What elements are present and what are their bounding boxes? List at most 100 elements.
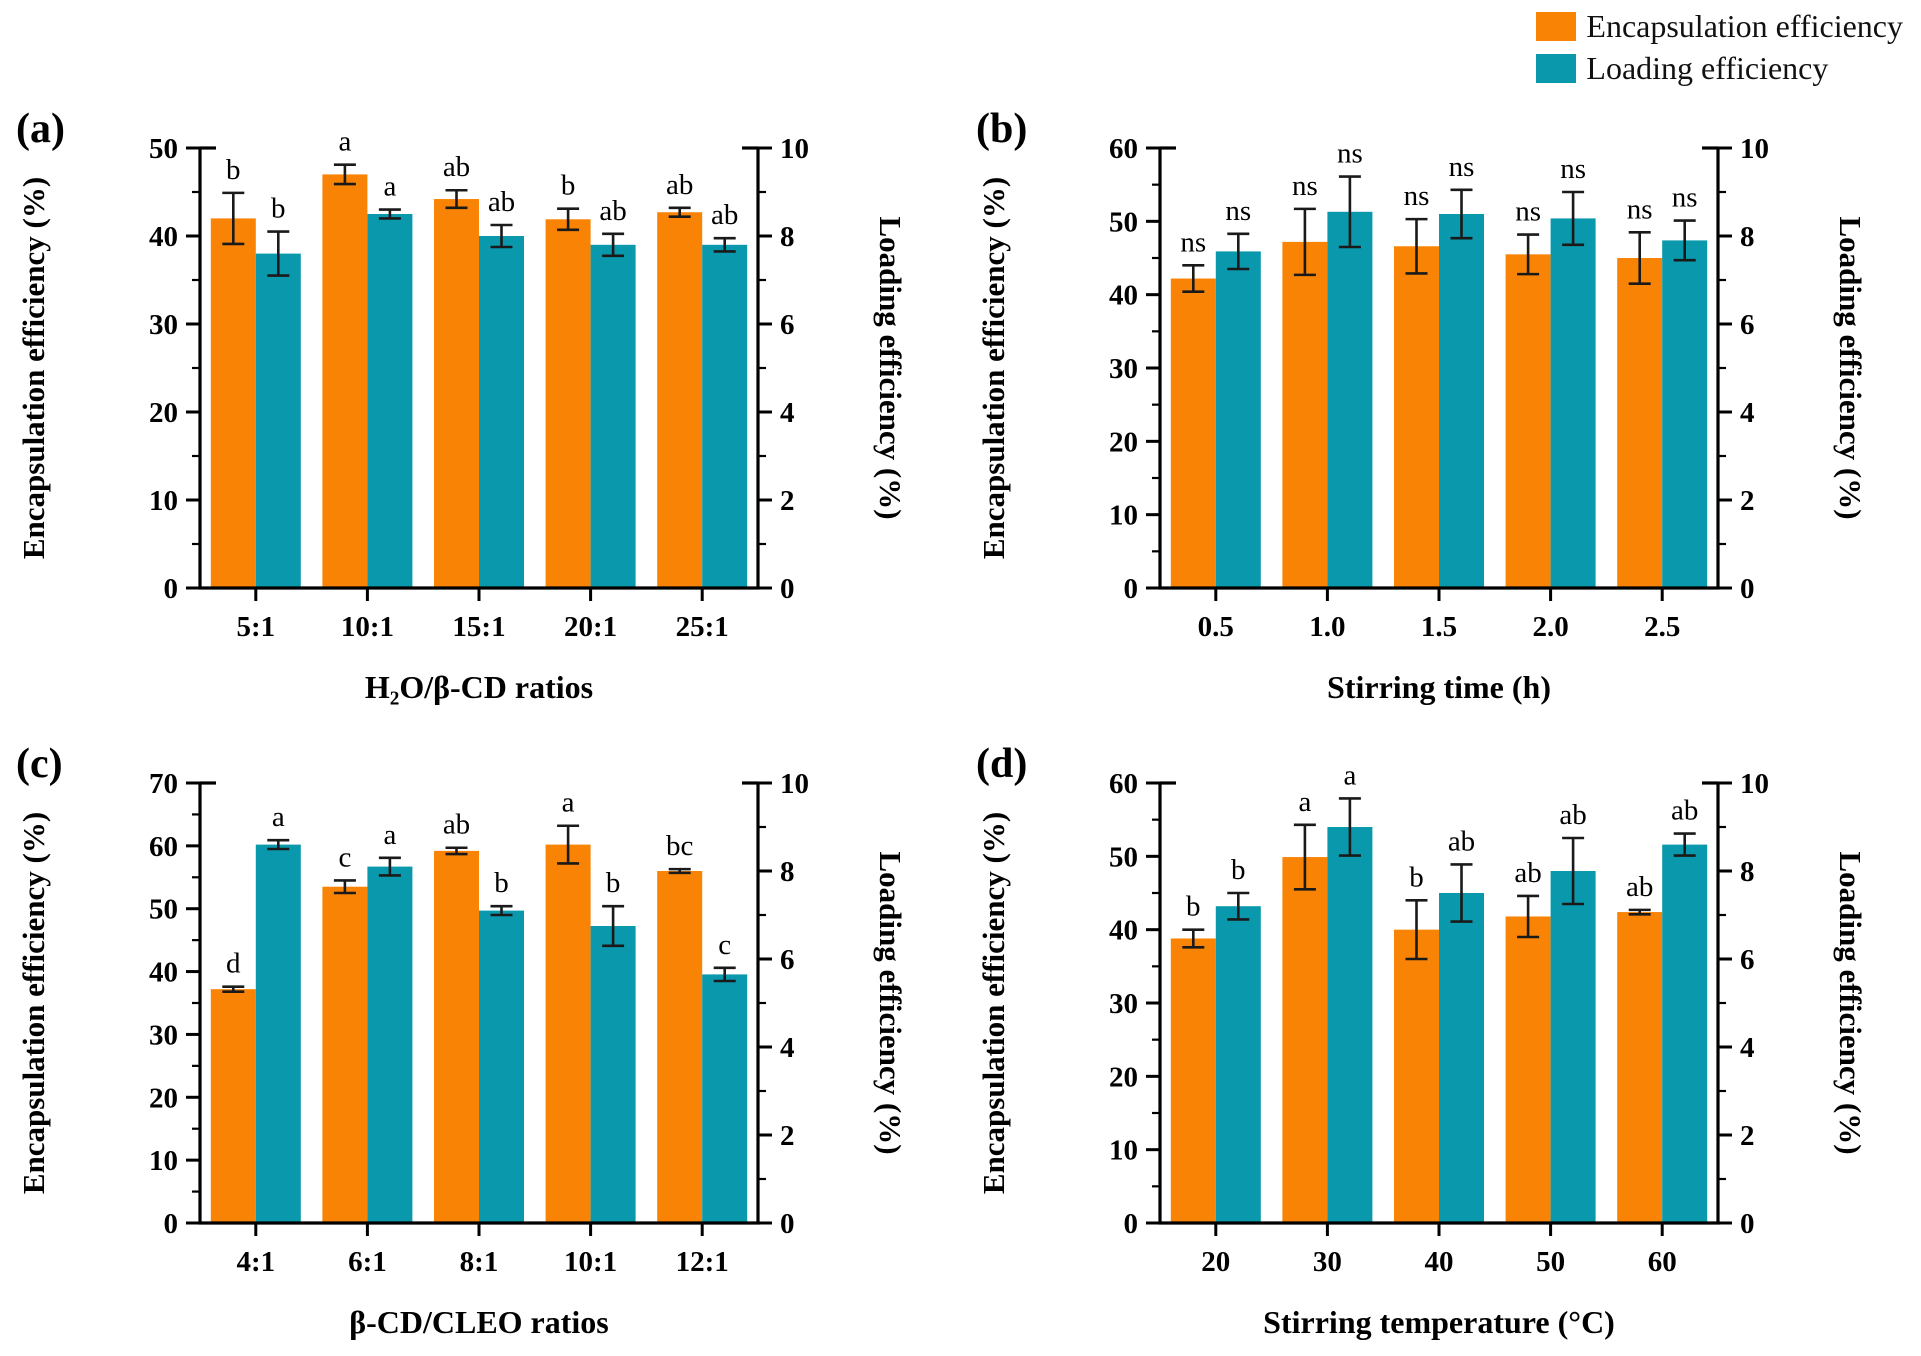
x-axis-tick-label: 30 [1313, 1246, 1342, 1278]
significance-label: ab [1514, 857, 1541, 889]
right-axis-tick-label: 0 [1740, 1208, 1755, 1240]
right-axis-tick-label: 2 [780, 1120, 795, 1152]
left-axis-tick-label: 40 [149, 221, 178, 253]
encapsulation-bar [434, 199, 479, 588]
panel-letter: (a) [16, 106, 65, 152]
loading-bar [1215, 906, 1261, 1223]
left-axis-tick-label: 40 [1109, 915, 1138, 947]
right-axis-tick-label: 2 [1740, 485, 1755, 517]
significance-label: ns [1180, 226, 1206, 258]
left-axis-title: Encapsulation efficiency (%) [976, 812, 1011, 1194]
significance-label: bc [666, 830, 693, 862]
x-axis-tick-label: 2.0 [1532, 611, 1568, 643]
left-axis-tick-label: 60 [1109, 768, 1138, 800]
loading-bar [1439, 214, 1484, 588]
significance-label: a [383, 171, 396, 203]
loading-bar [1327, 827, 1373, 1223]
loading-bar [702, 974, 748, 1223]
panel-letter: (b) [976, 106, 1027, 152]
encapsulation-bar [210, 989, 256, 1223]
left-axis-tick-label: 10 [149, 1145, 178, 1177]
encapsulation-bar [1282, 241, 1328, 588]
right-axis-tick-label: 4 [1740, 397, 1755, 429]
significance-label: ns [1292, 170, 1318, 202]
left-axis-title: Encapsulation efficiency (%) [976, 177, 1011, 559]
significance-label: b [1409, 861, 1424, 893]
significance-label: ab [599, 195, 626, 227]
panel-letter: (d) [976, 741, 1027, 787]
significance-label: b [226, 154, 241, 186]
right-axis-tick-label: 4 [780, 397, 795, 429]
loading-bar [479, 236, 524, 588]
significance-label: ns [1225, 195, 1251, 227]
legend-label-encapsulation: Encapsulation efficiency [1586, 8, 1903, 44]
significance-label: ns [1672, 182, 1698, 214]
x-axis-tick-label: 10:1 [341, 611, 394, 643]
x-axis-tick-label: 12:1 [676, 1246, 729, 1278]
left-axis-title: Encapsulation efficiency (%) [16, 177, 51, 559]
panel-c-chart: (c) d c ab a bc a a b b c 0 10 20 30 40 50 60 70 0 2 4 6 8 10 4:1… [0, 721, 960, 1356]
x-axis-tick-label: 4:1 [236, 1246, 275, 1278]
right-axis-tick-label: 2 [1740, 1120, 1755, 1152]
left-axis-tick-label: 60 [149, 831, 178, 863]
significance-label: ab [1559, 799, 1586, 831]
encapsulation-bar [657, 212, 703, 588]
encapsulation-bar [322, 174, 368, 588]
left-axis-tick-label: 50 [149, 133, 178, 165]
right-axis-tick-label: 0 [780, 573, 795, 605]
significance-label: a [272, 801, 285, 833]
right-axis-tick-label: 6 [1740, 944, 1755, 976]
significance-label: b [1231, 854, 1246, 886]
left-axis-tick-label: 10 [149, 485, 178, 517]
significance-label: ns [1627, 193, 1653, 225]
panel-d-chart: (d) b a b ab ab b a ab ab ab 0 10 20 30 40 50 60 0 2 4 6 8 10 20… [960, 721, 1920, 1356]
x-axis-tick-label: 0.5 [1198, 611, 1234, 643]
right-axis-tick-label: 10 [1740, 768, 1769, 800]
encapsulation-bar [657, 871, 703, 1223]
significance-label: ab [1448, 825, 1475, 857]
x-axis-tick-label: 1.5 [1421, 611, 1457, 643]
left-axis-tick-label: 10 [1109, 500, 1138, 532]
left-axis-tick-label: 50 [1109, 206, 1138, 238]
encapsulation-bar [1617, 912, 1663, 1223]
significance-label: c [718, 929, 731, 961]
left-axis-tick-label: 0 [164, 1208, 179, 1240]
loading-bar [367, 866, 413, 1223]
loading-bar [1662, 240, 1708, 588]
left-axis-tick-label: 0 [1124, 573, 1139, 605]
right-axis-tick-label: 6 [1740, 309, 1755, 341]
loading-bar [479, 910, 524, 1223]
left-axis-tick-label: 40 [1109, 280, 1138, 312]
left-axis-tick-label: 20 [1109, 426, 1138, 458]
left-axis-tick-label: 10 [1109, 1135, 1138, 1167]
x-axis-tick-label: 60 [1648, 1246, 1677, 1278]
x-axis-tick-label: 1.0 [1309, 611, 1345, 643]
left-axis-tick-label: 30 [1109, 353, 1138, 385]
x-axis-title: β-CD/CLEO ratios [349, 1304, 609, 1340]
loading-bar [1439, 893, 1484, 1223]
significance-label: b [606, 867, 621, 899]
right-axis-tick-label: 4 [780, 1032, 795, 1064]
significance-label: b [271, 193, 286, 225]
significance-label: ab [711, 199, 738, 231]
panel-b-chart: (b) ns ns ns ns ns ns ns ns ns ns 0 10 20 30 40 50 60 0 2 4 6… [960, 86, 1920, 721]
panel-a-chart: (a) b a ab b ab b a ab ab ab 0 10 20 30 40 50 0 2 4 6 8 10 5:1 1… [0, 86, 960, 721]
encapsulation-bar [1394, 929, 1439, 1223]
x-axis-tick-label: 6:1 [348, 1246, 387, 1278]
loading-bar [1215, 251, 1261, 588]
encapsulation-bar [210, 218, 256, 588]
encapsulation-bar [1505, 916, 1551, 1223]
legend-item-loading: Loading efficiency [1536, 52, 1903, 84]
x-axis-tick-label: 20 [1201, 1246, 1230, 1278]
left-axis-tick-label: 0 [1124, 1208, 1139, 1240]
right-axis-tick-label: 0 [1740, 573, 1755, 605]
significance-label: ab [443, 809, 470, 841]
right-axis-tick-label: 2 [780, 485, 795, 517]
significance-label: ns [1449, 151, 1475, 183]
significance-label: ns [1404, 180, 1430, 212]
x-axis-tick-label: 50 [1536, 1246, 1565, 1278]
